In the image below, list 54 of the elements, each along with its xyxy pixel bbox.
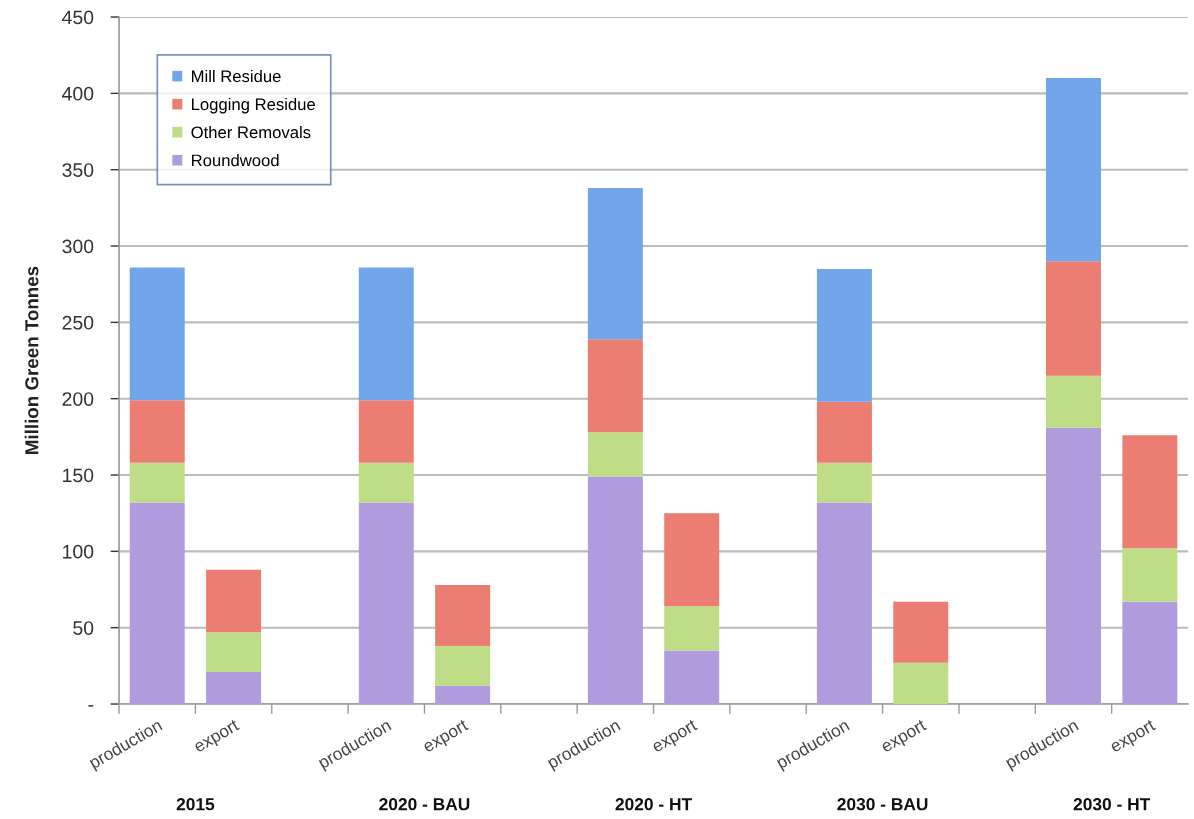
- text: 2020 - BAU: [379, 798, 470, 811]
- bar: [816, 401, 872, 463]
- bar: [129, 267, 185, 401]
- legend-label: Mill Residue: [192, 69, 281, 83]
- bar: [587, 188, 643, 340]
- text: 2020 - HT: [615, 798, 692, 811]
- text: 2030 - HT: [1073, 798, 1151, 811]
- bar: [664, 606, 720, 651]
- y-tick-label: 200: [62, 392, 94, 406]
- bar: [358, 400, 414, 463]
- bar: [587, 432, 643, 477]
- bar: [206, 671, 262, 705]
- bar: [816, 502, 872, 705]
- bar: [587, 476, 643, 705]
- bar: [664, 513, 720, 607]
- bar: [816, 268, 872, 402]
- bar: [358, 502, 414, 705]
- bar: [206, 632, 262, 672]
- y-tick-label: 250: [62, 315, 94, 330]
- bar: [129, 462, 185, 503]
- bar: [587, 339, 643, 433]
- bar: [358, 267, 414, 401]
- bar: [1122, 548, 1178, 602]
- bar: [358, 462, 414, 503]
- bar: [1122, 435, 1178, 549]
- bar: [664, 650, 720, 705]
- bar: [129, 400, 185, 463]
- bar: [1122, 601, 1178, 705]
- bar: [893, 601, 949, 663]
- text: 2030 - BAU: [837, 798, 928, 811]
- bar: [1046, 427, 1101, 705]
- bar: [435, 685, 491, 705]
- bar: [893, 662, 949, 705]
- y-tick-label: 400: [62, 86, 94, 101]
- y-tick-label: 150: [63, 468, 94, 483]
- bar: [1046, 261, 1101, 376]
- legend-label: Logging Residue: [192, 97, 315, 114]
- bar: [1046, 375, 1101, 428]
- legend-label: Other Removals: [191, 125, 311, 139]
- text: 2015: [176, 798, 215, 811]
- y-tick-label: -: [88, 705, 94, 707]
- y-tick-label: 50: [73, 621, 94, 635]
- bar: [1046, 78, 1101, 262]
- y-tick-label: 100: [63, 544, 94, 559]
- y-tick-label: 350: [62, 163, 94, 177]
- y-tick-label: 300: [62, 239, 94, 254]
- y-tick-label: 450: [62, 10, 94, 25]
- bar: [435, 646, 491, 686]
- bar: [206, 569, 262, 633]
- bar: [435, 584, 491, 646]
- y-axis-title: Million Green Tonnes: [24, 266, 39, 454]
- bar: [129, 502, 185, 705]
- bar: [816, 462, 872, 503]
- legend-label: Roundwood: [192, 154, 279, 167]
